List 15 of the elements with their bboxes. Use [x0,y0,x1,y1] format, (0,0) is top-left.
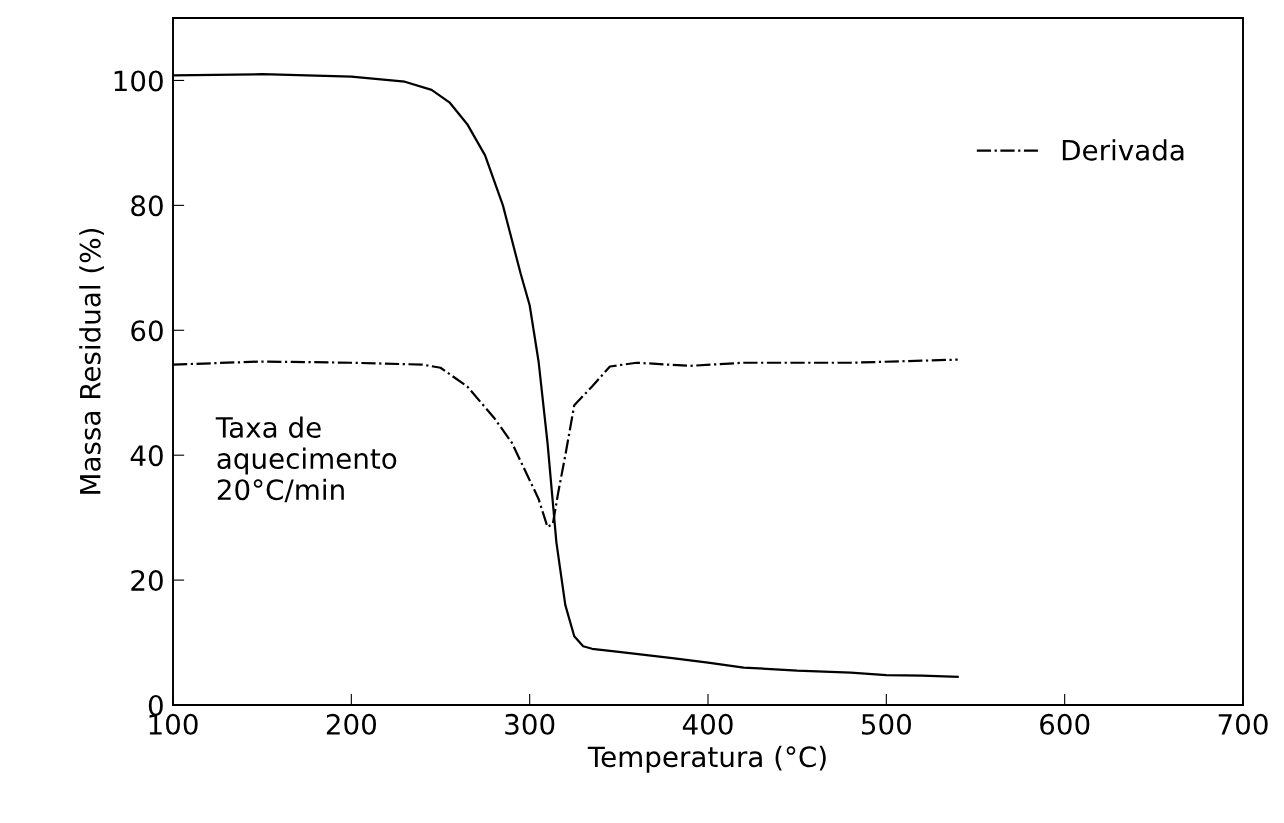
legend-label: Derivada [1062,139,1184,161]
x-tick-label: 200 [326,713,376,735]
x-axis-title: Temperatura (°C) [587,745,826,773]
x-tick-label: 600 [1040,713,1090,735]
x-tick-label: 300 [505,713,555,735]
x-tick-label: 400 [682,713,733,735]
x-tick-label: 500 [861,713,911,735]
y-tick-label: 60 [131,320,163,342]
annotation: Taxa de aquecimento 20°C/min [215,416,397,503]
y-tick-label: 40 [130,445,163,467]
y-axis-title: Massa Residual (%) [79,228,104,494]
y-tick-label: 80 [131,195,163,217]
y-tick-label: 20 [131,570,163,592]
y-tick-label: 100 [114,70,163,92]
x-tick-label: 700 [1218,713,1268,735]
